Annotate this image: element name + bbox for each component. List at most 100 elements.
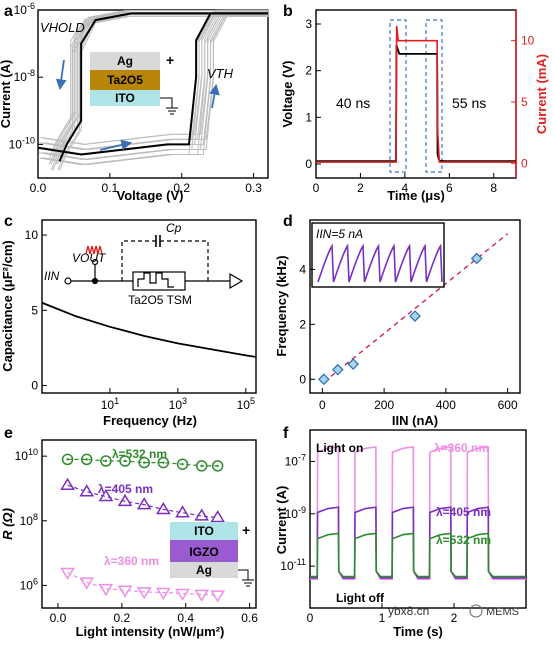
marker-circle — [195, 460, 208, 472]
current-trace — [316, 25, 516, 163]
y-tick-label: 2 — [305, 64, 312, 78]
marker-triangle-down — [210, 590, 225, 603]
ylabel-right-b: Current (mA) — [534, 54, 549, 134]
y-tick-label: 10-9 — [285, 505, 306, 521]
photocurrent-trace — [310, 506, 526, 579]
axis-ticks-f: 0 1 2 10-11 10-9 10-7 — [280, 452, 457, 625]
marker-dot — [181, 463, 184, 466]
stack-plus-e: + — [242, 522, 250, 538]
x-tick-label: 0.0 — [50, 611, 67, 625]
y-tick-label: 106 — [20, 576, 38, 592]
marker-circle — [157, 456, 170, 469]
watermark: ybx8.cn MEMS — [388, 604, 519, 618]
axes-frame-f — [309, 429, 527, 609]
series-label-532-e: λ=532 nm — [112, 447, 167, 461]
marker-dot — [104, 459, 108, 463]
arrow-icon — [55, 59, 67, 91]
arrow-icon — [209, 83, 220, 109]
y-tick-label: 10-11 — [280, 557, 306, 573]
marker-triangle-down — [175, 588, 190, 601]
y-tick-label: 10-8 — [14, 68, 35, 84]
y-tick-label: 5 — [31, 303, 38, 317]
stack-label-ag-e: Ag — [196, 563, 212, 577]
marker-circle — [80, 453, 93, 466]
marker-triangle-up — [79, 484, 95, 497]
stack-layer-igzo — [170, 540, 238, 562]
marker-circle — [138, 456, 150, 469]
y-tick-label: 3 — [305, 17, 312, 31]
y-tick-label: 1 — [305, 110, 312, 124]
series-line — [67, 484, 218, 519]
axes-frame-c — [41, 219, 257, 394]
marker-dot — [162, 461, 165, 464]
y-tick-label: 4 — [299, 262, 306, 276]
panel-f: f Light on Light off λ=360 nm λ=405 nm λ… — [274, 425, 527, 639]
x-tick-label: 103 — [169, 396, 187, 412]
capacitance-trace — [41, 301, 257, 358]
series-label-405-f: λ=405 nm — [436, 505, 491, 519]
x-tick-label: 8 — [490, 181, 497, 195]
y-tick-label: 2 — [299, 317, 306, 331]
marker-triangle-down — [194, 589, 210, 602]
panel-c: c VOUT IIN Cp Ta2O5 TSM 101 103 105 0 5 10 Fr… — [0, 213, 257, 428]
y-tick-label: 0 — [299, 372, 306, 386]
series-line — [67, 458, 218, 467]
stack-label-ag: Ag — [117, 54, 133, 68]
stack-label-ito-e: ITO — [194, 524, 214, 538]
stack-plus: + — [166, 52, 174, 68]
x-tick-label: 2 — [451, 611, 458, 625]
y-tick-label: 10-6 — [14, 1, 35, 17]
cycle-trace — [41, 11, 270, 166]
delay-label-fall: 55 ns — [452, 95, 486, 111]
stack-label-igzo: IGZO — [189, 545, 218, 559]
axes-frame-b — [315, 9, 517, 179]
y-right-tick-label: 10 — [521, 34, 535, 48]
xlabel-c: Frequency (Hz) — [103, 413, 197, 428]
marker-triangle-up — [98, 489, 114, 502]
xlabel-f: Time (s) — [393, 624, 443, 639]
x-tick-label: 101 — [101, 396, 119, 412]
ylabel-a: Current (A) — [0, 60, 13, 129]
x-tick-label: 105 — [237, 396, 255, 412]
series-label-532-f: λ=532 nm — [436, 533, 491, 547]
x-tick-label: 0 — [307, 611, 314, 625]
y-tick-label: 10-10 — [9, 135, 35, 151]
stack-layer-ito — [90, 90, 160, 106]
y-right-tick-label: 0 — [521, 156, 528, 170]
panel-label-e: e — [4, 425, 13, 442]
marker-circle — [211, 460, 224, 472]
panel-b: b 40 ns 55 ns 0 2 4 6 8 0 1 2 3 0 5 10 Time (μs) Vo… — [280, 3, 549, 203]
x-tick-label: 200 — [374, 398, 394, 412]
panel-label-a: a — [4, 3, 13, 20]
marker-triangle-down — [79, 577, 95, 590]
x-tick-label: 0.6 — [241, 611, 258, 625]
ylabel-d: Frequency (kHz) — [274, 255, 289, 356]
marker-triangle-down — [136, 587, 152, 600]
marker-dot — [66, 458, 69, 461]
marker-triangle-up — [156, 502, 171, 515]
ylabel-e: R (Ω) — [0, 508, 15, 540]
linear-fit-line — [323, 233, 509, 383]
data-point — [347, 358, 360, 371]
ground-icon — [238, 569, 254, 587]
x-tick-label: 6 — [446, 181, 453, 195]
highlight-box-rise — [389, 19, 407, 173]
series-line — [67, 571, 218, 596]
axes-frame-e — [41, 439, 257, 609]
marker-dot — [123, 459, 127, 463]
marker-triangle-up — [60, 477, 75, 490]
hysteresis-sweep-down — [58, 12, 268, 162]
panel-label-b: b — [283, 3, 293, 20]
marker-circle — [119, 455, 131, 467]
axis-ticks-d: 0 200 400 600 0 2 4 — [299, 262, 518, 412]
marker-circle — [176, 458, 189, 470]
xlabel-d: IIN (nA) — [392, 413, 438, 428]
marker-triangle-up — [136, 497, 152, 510]
x-tick-label: 0.3 — [245, 181, 262, 195]
resistance-series — [60, 453, 225, 603]
panel-a: a VHOLD VTH Ag Ta2O5 ITO + 0.0 0.1 0.2 0.3 1… — [0, 1, 270, 203]
y-tick-label: 10-7 — [285, 452, 306, 468]
light-on-label: Light on — [316, 441, 363, 455]
stack-layer-ta2o5 — [90, 70, 160, 90]
